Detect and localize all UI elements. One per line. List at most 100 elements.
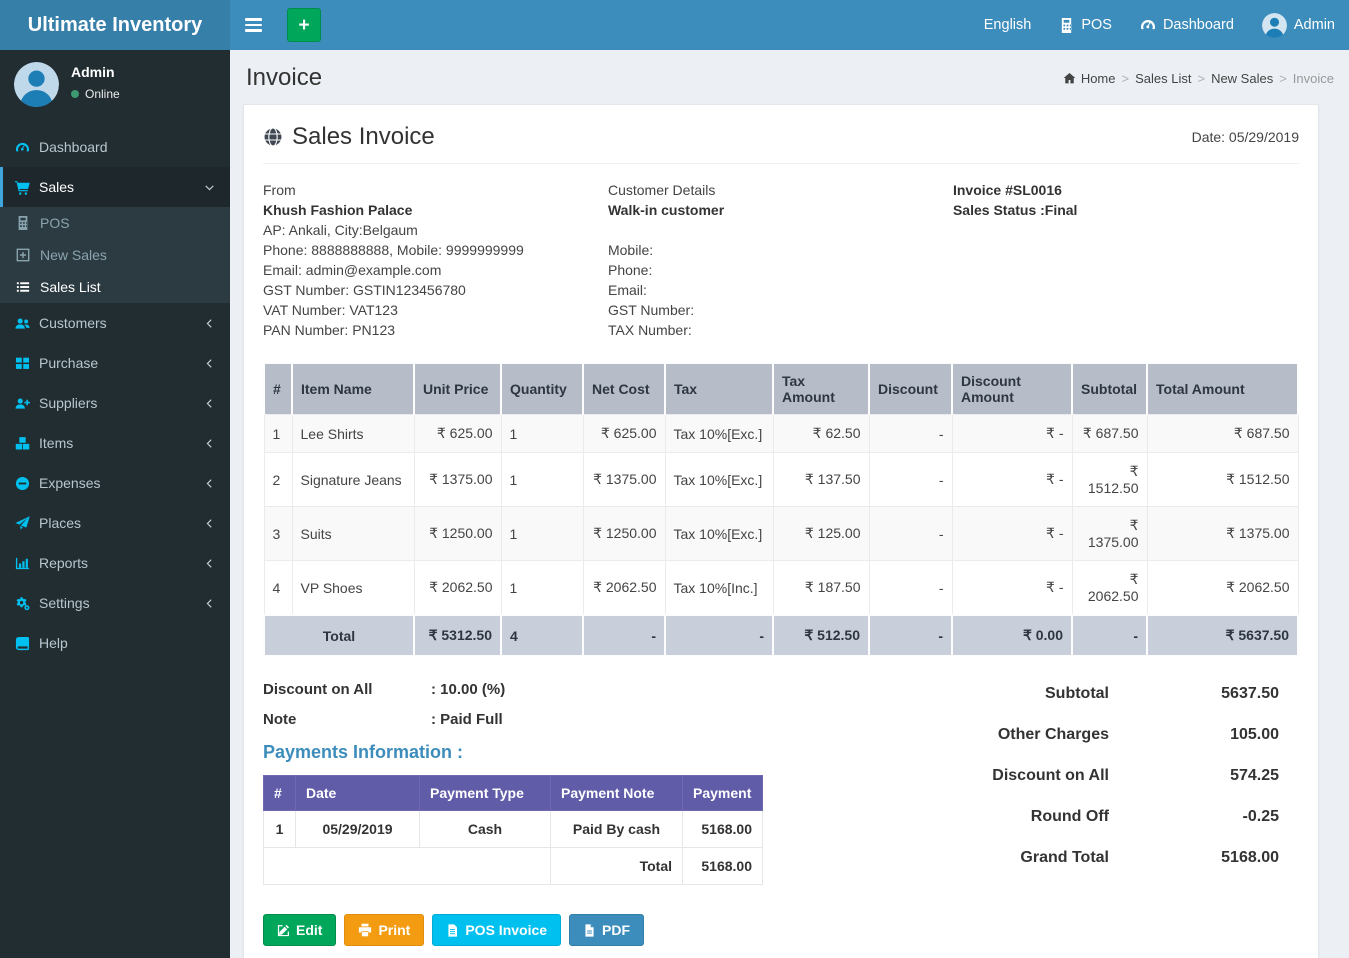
cell: ₹ 2062.50: [1147, 561, 1298, 616]
sidebar-item-label: New Sales: [40, 247, 215, 263]
breadcrumb-new-sales[interactable]: New Sales: [1211, 71, 1273, 86]
sidebar-item-places[interactable]: Places: [0, 503, 230, 543]
sidebar-item-items[interactable]: Items: [0, 423, 230, 463]
column-header: Total Amount: [1147, 363, 1298, 415]
cell: [264, 848, 551, 885]
sidebar-item-sales-list[interactable]: Sales List: [0, 271, 230, 303]
user-status[interactable]: Online: [71, 87, 120, 101]
sidebar-item-sales[interactable]: Sales: [0, 167, 230, 207]
column-header: Tax: [665, 363, 773, 415]
item-row: 4 VP Shoes ₹ 2062.50 1 ₹ 2062.50 Tax 10%…: [264, 561, 1298, 616]
cart-icon: [15, 180, 39, 195]
user-panel: Admin Online: [0, 50, 230, 121]
column-header: Subtotal: [1072, 363, 1147, 415]
gauge-icon: [15, 140, 39, 155]
cell: ₹ 687.50: [1072, 415, 1147, 453]
file-pdf-icon: [583, 924, 596, 937]
cell: ₹ 1250.00: [583, 507, 665, 561]
payments-table: # Date Payment Type Payment Note Payment…: [263, 775, 763, 885]
cell: VP Shoes: [292, 561, 414, 616]
cell: 1: [264, 811, 296, 848]
column-header: #: [264, 363, 292, 415]
invoice-items-table: # Item Name Unit Price Quantity Net Cost…: [263, 362, 1299, 657]
column-header: Quantity: [501, 363, 583, 415]
sidebar-item-purchase[interactable]: Purchase: [0, 343, 230, 383]
chevron-left-icon: [204, 598, 215, 609]
sidebar-item-customers[interactable]: Customers: [0, 303, 230, 343]
sidebar-item-pos[interactable]: POS: [0, 207, 230, 239]
cell: 5168.00: [683, 848, 763, 885]
print-button[interactable]: Print: [344, 914, 424, 946]
users-icon: [15, 316, 39, 331]
cell: -: [869, 453, 952, 507]
navbar-dashboard-link[interactable]: Dashboard: [1126, 0, 1248, 50]
sidebar-item-suppliers[interactable]: Suppliers: [0, 383, 230, 423]
sidebar-item-reports[interactable]: Reports: [0, 543, 230, 583]
cell: 4: [501, 615, 583, 656]
sidebar-item-new-sales[interactable]: New Sales: [0, 239, 230, 271]
cell: 5168.00: [683, 811, 763, 848]
cell: 1: [501, 453, 583, 507]
cell: Paid By cash: [551, 811, 683, 848]
file-text-icon: [446, 924, 459, 937]
top-navbar: + English POS Dashboard Admin: [230, 0, 1349, 50]
sidebar-item-label: Sales List: [40, 279, 215, 295]
calculator-icon: [16, 216, 40, 230]
summary-grand-total: Grand Total 5168.00: [927, 849, 1279, 867]
quick-add-button[interactable]: +: [287, 8, 321, 42]
navbar-user-menu[interactable]: Admin: [1248, 0, 1349, 50]
cell: -: [869, 561, 952, 616]
cell: ₹ 625.00: [414, 415, 501, 453]
cell: 1: [264, 415, 292, 453]
sidebar-item-label: POS: [40, 215, 215, 231]
cell: ₹ 1512.50: [1147, 453, 1298, 507]
column-header: Item Name: [292, 363, 414, 415]
book-icon: [15, 636, 39, 651]
invoice-card: Sales Invoice Date: 05/29/2019 From Khus…: [243, 104, 1319, 958]
sidebar-item-settings[interactable]: Settings: [0, 583, 230, 623]
cell: Suits: [292, 507, 414, 561]
sidebar-item-label: Settings: [39, 595, 204, 611]
cell: -: [583, 615, 665, 656]
navbar-pos-link[interactable]: POS: [1045, 0, 1126, 50]
cell: ₹ 2062.50: [414, 561, 501, 616]
chevron-left-icon: [204, 518, 215, 529]
pdf-button[interactable]: PDF: [569, 914, 644, 946]
grid-icon: [15, 356, 39, 371]
sales-submenu: POS New Sales Sales List: [0, 207, 230, 303]
cell: Total: [551, 848, 683, 885]
column-header: Payment Type: [420, 776, 551, 811]
pos-invoice-button[interactable]: POS Invoice: [432, 914, 561, 946]
discount-on-all-row: Discount on All : 10.00 (%): [263, 681, 802, 698]
totals-summary: Subtotal 5637.50 Other Charges 105.00 Di…: [927, 681, 1299, 890]
sidebar-toggle-button[interactable]: [230, 0, 277, 50]
cell: 1: [501, 507, 583, 561]
sidebar-item-help[interactable]: Help: [0, 623, 230, 663]
cell: ₹ 1512.50: [1072, 453, 1147, 507]
sidebar-item-label: Sales: [39, 179, 204, 195]
payment-total-row: Total 5168.00: [264, 848, 763, 885]
table-header-row: # Date Payment Type Payment Note Payment: [264, 776, 763, 811]
minus-circle-icon: [15, 476, 39, 491]
online-dot-icon: [71, 90, 79, 98]
breadcrumb-home[interactable]: Home: [1063, 71, 1116, 86]
app-brand[interactable]: Ultimate Inventory: [0, 0, 230, 50]
cell: 3: [264, 507, 292, 561]
sidebar-item-expenses[interactable]: Expenses: [0, 463, 230, 503]
note-row: Note : Paid Full: [263, 711, 802, 728]
language-menu[interactable]: English: [970, 0, 1046, 50]
cell: Cash: [420, 811, 551, 848]
printer-icon: [358, 923, 372, 937]
cell: ₹ 62.50: [773, 415, 869, 453]
column-header: #: [264, 776, 296, 811]
seller-name: Khush Fashion Palace: [263, 200, 608, 220]
edit-button[interactable]: Edit: [263, 914, 336, 946]
cell: ₹ 1375.00: [1072, 507, 1147, 561]
sidebar-item-dashboard[interactable]: Dashboard: [0, 127, 230, 167]
chevron-left-icon: [204, 398, 215, 409]
cell: 4: [264, 561, 292, 616]
cell: ₹ 0.00: [952, 615, 1072, 656]
cell: Total: [264, 615, 414, 656]
breadcrumb-sales-list[interactable]: Sales List: [1135, 71, 1191, 86]
payment-row: 1 05/29/2019 Cash Paid By cash 5168.00: [264, 811, 763, 848]
